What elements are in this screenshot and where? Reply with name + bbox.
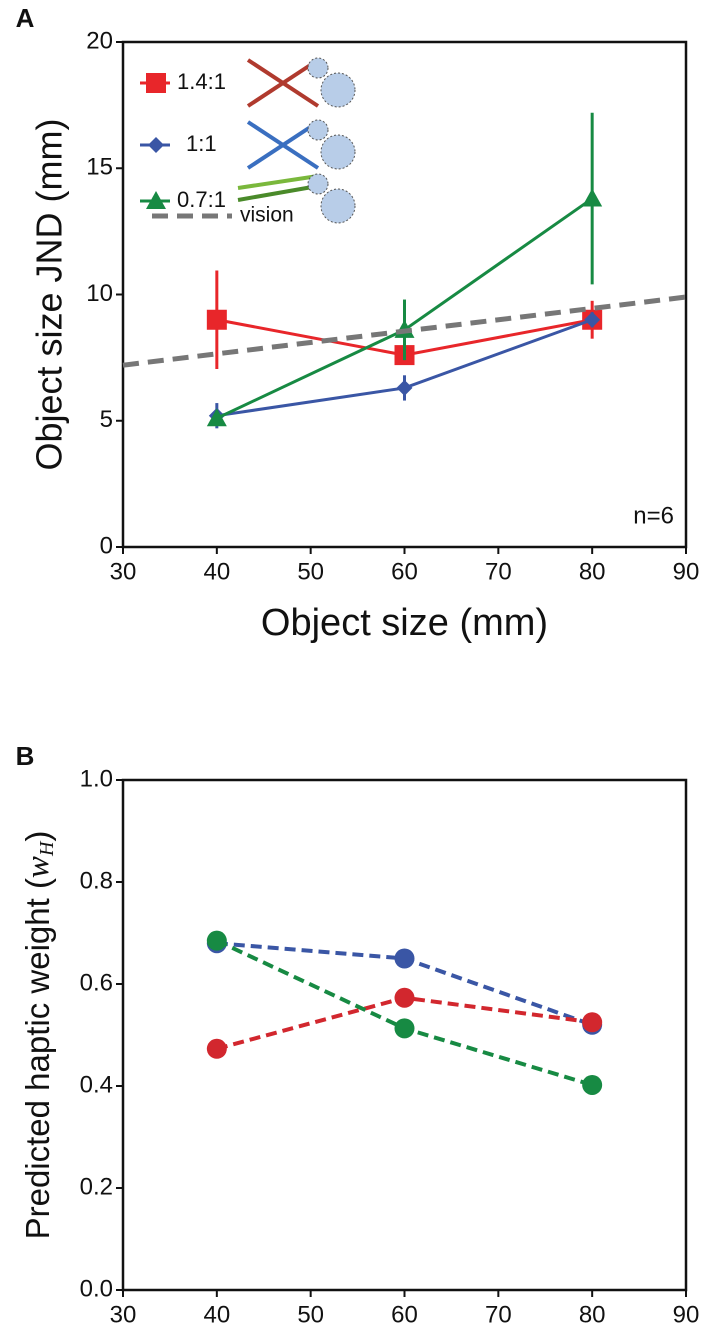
y-tick-label: 1.0: [80, 765, 113, 792]
y-axis-label-symbol: w: [20, 856, 56, 878]
y-tick-label: 10: [86, 280, 113, 307]
y-tick-label: 15: [86, 154, 113, 181]
marker: [396, 379, 413, 396]
x-tick-label: 40: [203, 1301, 230, 1328]
plot-frame: [121, 778, 688, 1292]
y-axis-label: Object size JND (mm): [29, 118, 70, 470]
x-tick-label: 80: [579, 1301, 606, 1328]
x-tick-label: 90: [673, 558, 700, 585]
marker: [206, 1038, 227, 1059]
marker: [206, 408, 227, 427]
y-tick-label: 0.6: [80, 969, 113, 996]
x-tick-label: 60: [391, 1301, 418, 1328]
y-tick-label: 5: [100, 406, 113, 433]
legend-label: 1:1: [186, 131, 217, 156]
x-tick-label: 70: [485, 1301, 512, 1328]
y-tick-label: 0.8: [80, 867, 113, 894]
y-tick-label: 0.2: [80, 1173, 113, 1200]
marker: [582, 1074, 603, 1095]
y-axis-label: Predicted haptic weight (wH): [19, 831, 58, 1240]
x-tick-label: 30: [110, 1301, 137, 1328]
annotation: n=6: [633, 502, 674, 529]
x-tick-label: 40: [203, 558, 230, 585]
marker: [582, 188, 603, 207]
panel-label: B: [16, 741, 35, 771]
marker: [394, 948, 415, 969]
y-tick-label: 0.0: [80, 1275, 113, 1302]
y-axis-label-text: Predicted haptic weight (: [19, 878, 56, 1239]
panel-label: A: [16, 3, 35, 33]
x-tick-label: 60: [391, 558, 418, 585]
x-tick-label: 90: [673, 1301, 700, 1328]
hand-icons: [237, 57, 356, 224]
marker: [394, 987, 415, 1008]
x-tick-label: 50: [297, 1301, 324, 1328]
plot-frame: [121, 40, 688, 549]
legend-marker: [148, 137, 164, 153]
legend-label: 0.7:1: [177, 187, 226, 212]
y-tick-label: 20: [86, 27, 113, 54]
x-tick-label: 50: [297, 558, 324, 585]
series-line: [122, 294, 687, 368]
legend-label: vision: [240, 204, 294, 227]
marker: [206, 930, 227, 951]
x-tick-label: 80: [579, 558, 606, 585]
marker: [394, 1018, 415, 1039]
x-tick-label: 30: [110, 558, 137, 585]
y-axis-label-subscript: H: [36, 840, 58, 857]
y-tick-label: 0: [100, 532, 113, 559]
x-tick-label: 70: [485, 558, 512, 585]
marker: [582, 1012, 603, 1033]
legend-label: 1.4:1: [177, 69, 226, 94]
y-tick-label: 0.4: [80, 1071, 113, 1098]
marker: [584, 311, 601, 328]
legend-marker: [146, 73, 166, 93]
y-axis-label-close: ): [19, 831, 56, 842]
x-axis-label: Object size (mm): [261, 602, 548, 644]
legend-marker: [146, 191, 166, 209]
marker: [206, 309, 227, 330]
